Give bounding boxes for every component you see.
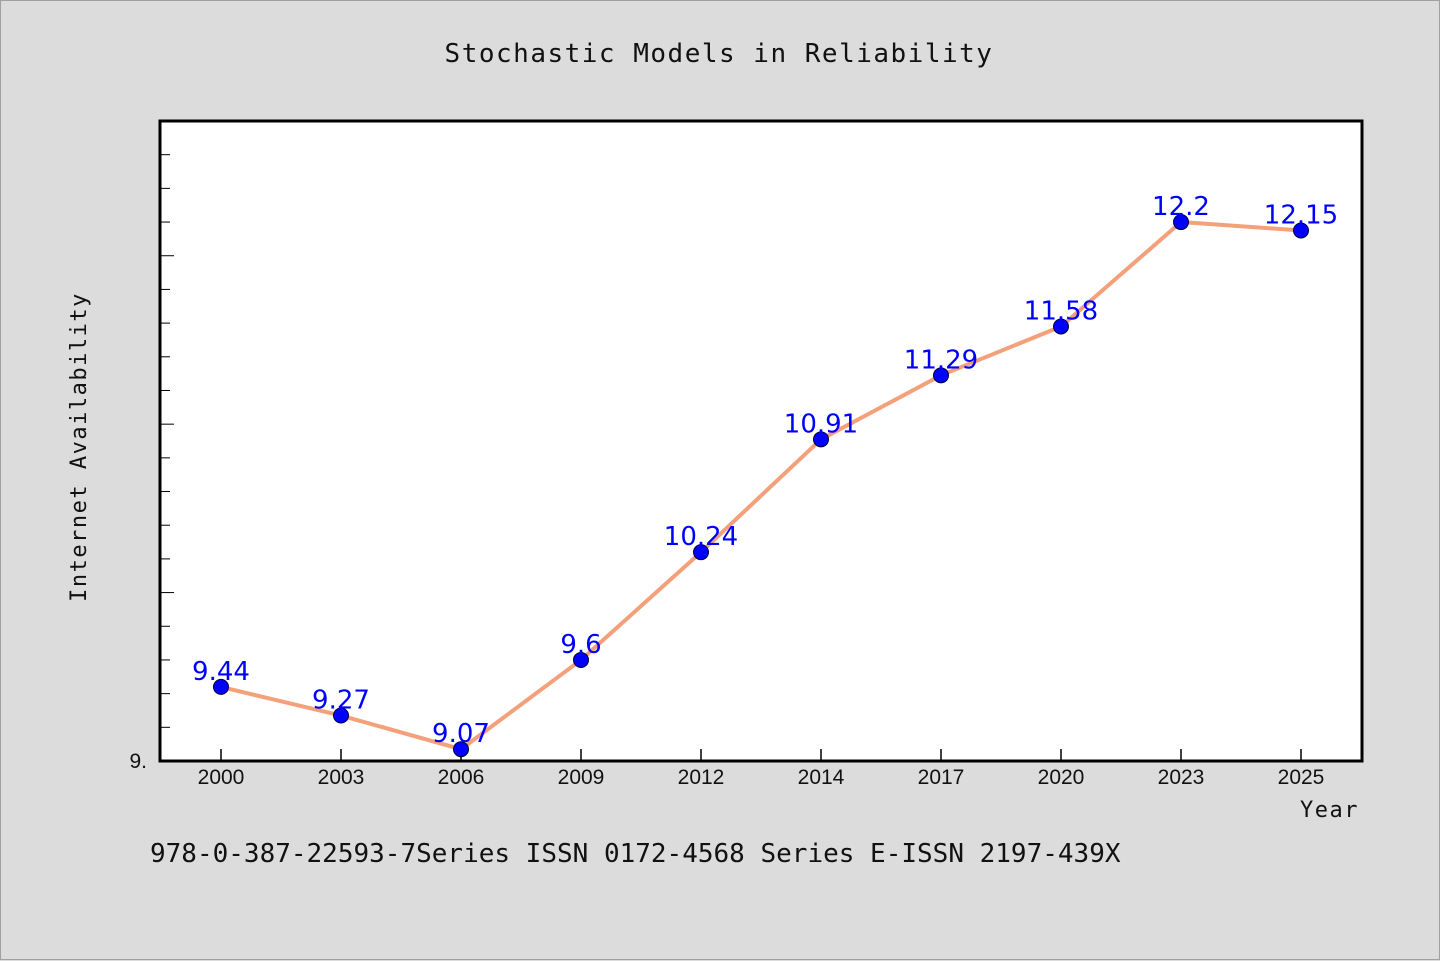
data-label: 10.91 [784,409,858,439]
x-axis-ticks: 2000 2003 2006 2009 2012 2014 2017 2020 2023 2025 [198,749,1325,789]
data-label: 11.58 [1024,296,1098,326]
data-label: 12.15 [1264,200,1338,230]
data-label: 11.29 [904,345,978,375]
series-line [220,220,1302,752]
isbn-footer: 978-0-387-22593-7Series ISSN 0172-4568 S… [150,839,1121,869]
data-point [573,651,589,668]
x-axis-label: Year [1300,798,1359,823]
data-point [693,544,709,561]
x-tick-label: 2012 [678,766,725,789]
x-tick-label: 2000 [198,766,245,789]
data-point [813,431,829,448]
data-label: 9.6 [560,630,601,660]
x-tick-label: 2023 [1158,766,1205,789]
chart-title: Stochastic Models in Reliability [445,39,994,69]
x-tick-label: 2025 [1278,766,1325,789]
x-tick-label: 2009 [558,766,605,789]
plot-area [160,121,1362,761]
x-tick-label: 2006 [438,766,485,789]
x-tick-label: 2017 [918,766,965,789]
data-point [213,678,229,695]
plot-frame [158,119,1364,763]
x-tick-label: 2014 [798,766,845,789]
data-label: 12.2 [1152,192,1210,222]
data-point [333,707,349,724]
x-tick-label: 2003 [318,766,365,789]
data-labels: 9.44 9.27 9.07 9.6 10.24 10.91 11.29 11.58 12.2 1… [192,192,1338,749]
data-label: 10.24 [664,522,738,552]
data-label: 9.44 [192,657,250,687]
data-point [1053,318,1069,335]
data-point [453,741,469,758]
y-axis-label: Internet Availability [67,292,92,602]
series-markers [213,214,1309,758]
x-tick-label: 2020 [1038,766,1085,789]
data-label: 9.27 [312,686,370,716]
data-point [933,367,949,384]
data-point [1293,222,1309,239]
y-tick-label: 9. [129,750,147,773]
data-point [1173,214,1189,231]
data-label: 9.07 [432,719,490,749]
